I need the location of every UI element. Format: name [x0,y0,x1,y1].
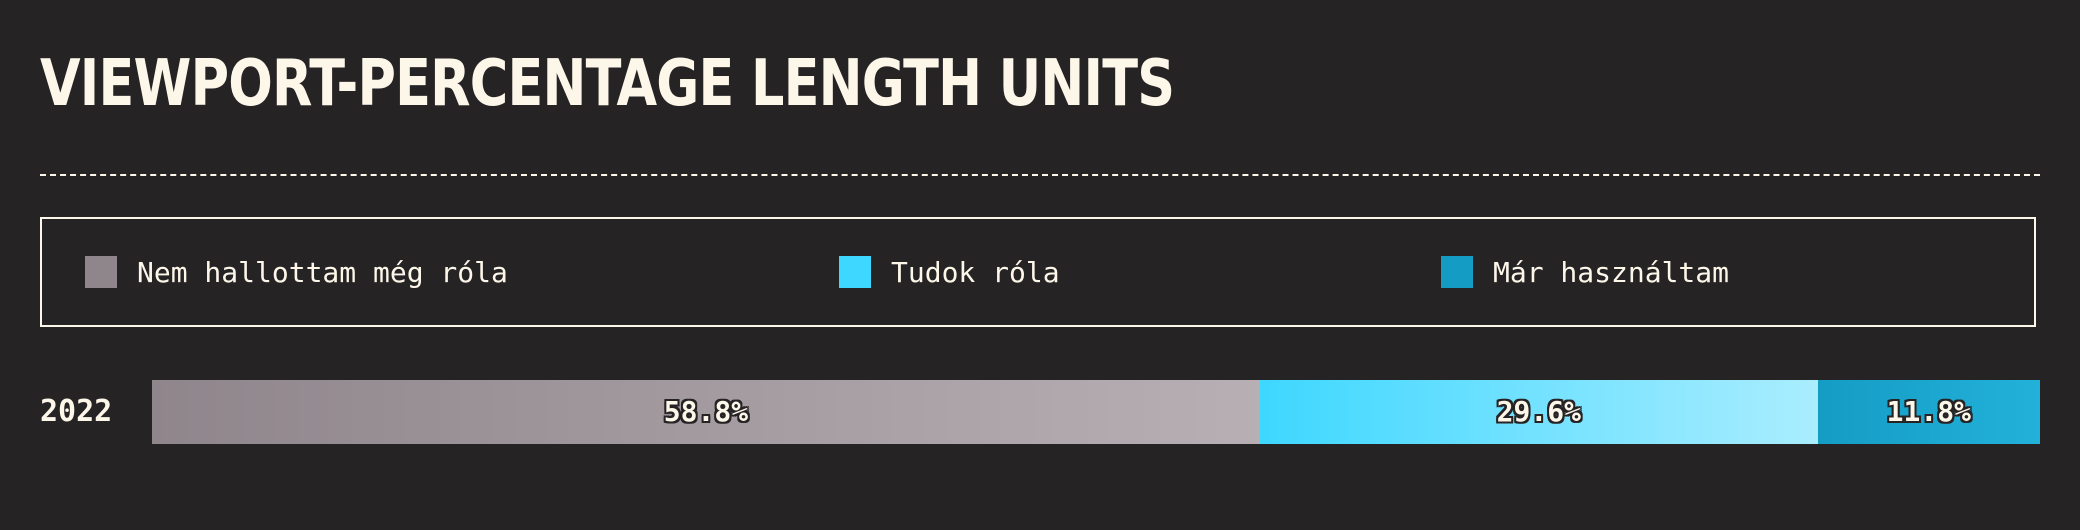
legend-label-used-it: Már használtam [1493,255,1730,289]
category-label-2022: 2022 [40,394,113,429]
legend-label-know-about: Tudok róla [891,255,1060,289]
bar-row-2022: 2022 58.8% 29.6% 11.8% [40,380,2040,444]
legend-label-never-heard: Nem hallottam még róla [137,255,508,289]
data-label-know-about: 29.6% [1496,395,1581,428]
legend: Nem hallottam még róla Tudok róla Már ha… [40,217,2036,327]
chart-title: VIEWPORT-PERCENTAGE LENGTH UNITS [40,47,1175,121]
bar-segment-know-about [1259,380,1818,444]
legend-item-never-heard: Nem hallottam még róla [85,219,508,325]
stacked-bar-2022: 58.8% 29.6% 11.8% [152,380,2040,444]
bar-segment-used-it [1817,380,2040,444]
legend-item-used-it: Már használtam [1441,219,1729,325]
legend-swatch-never-heard [85,256,117,288]
legend-item-know-about: Tudok róla [839,219,1060,325]
bar-segment-never-heard [152,380,1260,444]
legend-swatch-know-about [839,256,871,288]
dashed-divider [40,174,2040,176]
data-label-never-heard: 58.8% [663,395,749,428]
data-label-used-it: 11.8% [1886,395,1971,428]
legend-swatch-used-it [1441,256,1473,288]
